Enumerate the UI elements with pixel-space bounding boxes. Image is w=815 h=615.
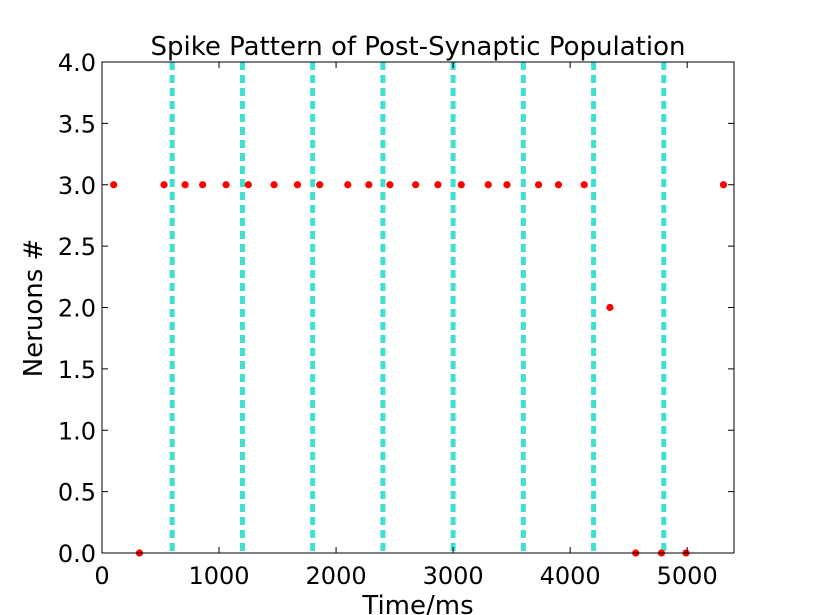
spike-point-19	[554, 181, 563, 189]
y-tick-label-4: 2.0	[58, 295, 96, 323]
y-tick-label-0: 0.0	[58, 540, 96, 568]
spike-point-25	[719, 181, 728, 189]
x-axis-label: Time/ms	[361, 591, 473, 615]
y-tick-label-2: 1.0	[58, 417, 96, 445]
axis-ticks: 0 1000 2000 3000 4000 5000 0.0 0.5 1.0 1.5 2.0 2.5 3…	[58, 49, 734, 590]
spike-point-20	[580, 181, 588, 189]
spike-point-15	[457, 181, 465, 189]
y-tick-label-6: 3.0	[58, 172, 96, 200]
spike-point-11	[365, 181, 373, 189]
x-tick-label-3: 3000	[423, 562, 484, 590]
spike-point-5	[222, 181, 230, 189]
spike-point-18	[534, 181, 543, 189]
spike-point-9	[316, 181, 324, 189]
spike-point-4	[199, 181, 207, 189]
x-tick-label-4: 4000	[540, 562, 601, 590]
x-tick-label-2: 2000	[306, 562, 367, 590]
spike-point-16	[484, 181, 492, 189]
spike-point-6	[244, 181, 252, 189]
x-tick-label-5: 5000	[657, 562, 718, 590]
spike-points	[110, 181, 728, 557]
vertical-lines	[169, 62, 667, 553]
chart-title: Spike Pattern of Post-Synaptic Populatio…	[151, 32, 686, 62]
spike-point-0	[110, 181, 118, 189]
spike-point-12	[386, 181, 394, 189]
x-tick-label-0: 0	[94, 562, 109, 590]
spike-point-21	[606, 303, 614, 312]
spike-point-7	[270, 181, 278, 189]
spike-point-8	[293, 181, 302, 189]
y-tick-label-3: 1.5	[58, 356, 96, 384]
spike-point-14	[434, 181, 442, 189]
spike-point-13	[412, 181, 420, 189]
spike-point-17	[503, 181, 511, 189]
x-tick-label-1: 1000	[188, 562, 249, 590]
y-axis-label: Neruons #	[19, 239, 49, 378]
spike-point-10	[344, 181, 352, 189]
spike-point-3	[181, 181, 189, 189]
y-tick-label-5: 2.5	[58, 233, 96, 261]
y-tick-label-1: 0.5	[58, 479, 96, 507]
plot-frame	[101, 61, 735, 554]
y-tick-label-7: 3.5	[58, 110, 96, 138]
spike-point-2	[160, 181, 168, 189]
y-tick-label-8: 4.0	[58, 49, 96, 77]
